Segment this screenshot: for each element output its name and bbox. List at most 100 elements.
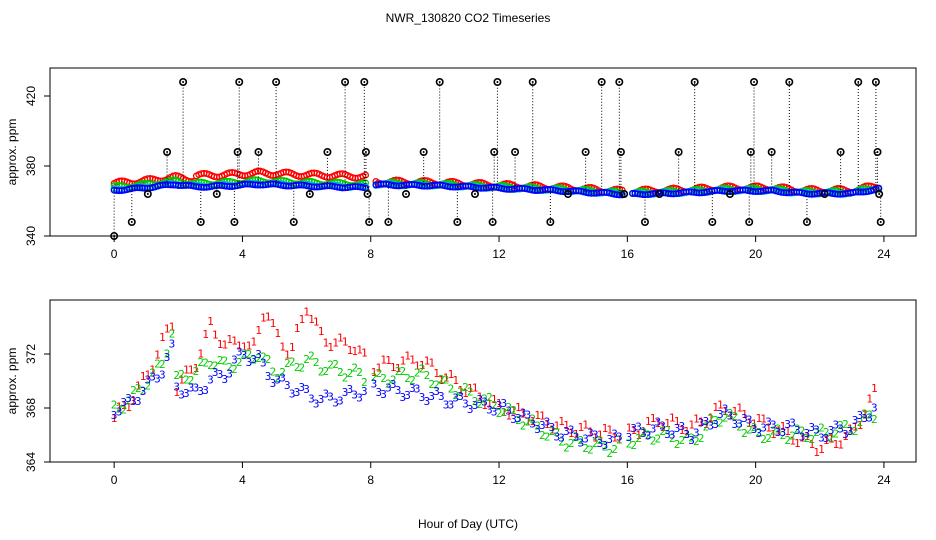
bottom-series-2-point: 2 (361, 376, 368, 389)
bottom-series-3-point: 3 (534, 423, 541, 436)
bottom-series-2-point: 2 (351, 362, 358, 375)
bottom-series-3-point: 3 (818, 431, 825, 444)
bottom-series-3-point: 3 (847, 425, 854, 438)
bottom-series-3-point: 3 (529, 418, 536, 431)
top-spike-point (854, 78, 863, 87)
bottom-series-2-point: 2 (226, 361, 233, 374)
bottom-series-2-point: 2 (491, 399, 498, 412)
bottom-series-3-point: 3 (544, 415, 551, 428)
bottom-series-1-point: 1 (602, 422, 609, 435)
top-y-axis-label: approx. ppm (5, 119, 19, 186)
top-spike-point (212, 190, 221, 199)
bottom-series-3-point: 3 (813, 423, 820, 436)
bottom-series-2-point: 2 (250, 354, 257, 367)
top-spike-dot (166, 151, 169, 153)
top-spike-dot (874, 81, 877, 83)
bottom-series-1-point: 1 (130, 394, 137, 407)
bottom-series-3-point: 3 (717, 408, 724, 421)
bottom-series-2-point: 2 (472, 395, 479, 408)
bottom-series-3-point: 3 (260, 356, 267, 369)
top-spike-point (616, 148, 625, 157)
bottom-series-3-point: 3 (327, 391, 334, 404)
bottom-series-2-point: 2 (347, 367, 354, 380)
top-x-tick-label: 12 (492, 247, 506, 261)
bottom-series-2-point: 2 (448, 382, 455, 395)
bottom-series-2-point: 2 (674, 438, 681, 451)
bottom-series-1-point: 1 (861, 409, 868, 422)
bottom-series-2-point: 2 (135, 382, 142, 395)
bottom-series-2-point: 2 (308, 350, 315, 363)
bottom-series-2-point: 2 (399, 365, 406, 378)
bottom-series-2-point: 2 (669, 432, 676, 445)
top-spike-dot (496, 81, 499, 83)
top-spike-dot (326, 151, 329, 153)
top-spike-point (143, 190, 152, 199)
bottom-series-2-point: 2 (419, 363, 426, 376)
bottom-series-1-point: 1 (597, 429, 604, 442)
bottom-series-3-point: 3 (602, 439, 609, 452)
bottom-series-1-point: 1 (866, 392, 873, 405)
top-spike-dot (677, 151, 680, 153)
bottom-series-2-point: 2 (428, 378, 435, 391)
bottom-series-3-point: 3 (866, 411, 873, 424)
bottom-series-2-point: 2 (173, 369, 180, 382)
bottom-series-2-point: 2 (337, 366, 344, 379)
top-spike-dot (711, 221, 714, 223)
bottom-series-2-point: 2 (390, 373, 397, 386)
bottom-series-3-point: 3 (606, 433, 613, 446)
top-spike-point (820, 190, 829, 199)
bottom-series-2-point: 2 (505, 401, 512, 414)
bottom-series-3-point: 3 (852, 414, 859, 427)
bottom-series-2-point: 2 (857, 416, 864, 429)
top-y-tick-label: 340 (24, 226, 38, 246)
bottom-series-3-point: 3 (832, 419, 839, 432)
bottom-series-2-point: 2 (650, 435, 657, 448)
top-spike-dot (566, 193, 569, 195)
top-spike-point (233, 148, 242, 157)
bottom-series-1-point: 1 (356, 343, 363, 356)
bottom-series-1-point: 1 (765, 422, 772, 435)
bottom-series-3-point: 3 (169, 338, 176, 351)
bottom-series-2-point: 2 (712, 414, 719, 427)
bottom-series-2-point: 2 (654, 432, 661, 445)
bottom-series-3-point: 3 (409, 382, 416, 395)
bottom-series-3-point: 3 (693, 427, 700, 440)
bottom-series-3-point: 3 (626, 431, 633, 444)
bottom-plot-frame (49, 299, 917, 463)
top-spike-dot (368, 221, 371, 223)
bottom-series-2-point: 2 (582, 442, 589, 455)
bottom-series-3-point: 3 (154, 373, 161, 386)
bottom-series-3-point: 3 (500, 397, 507, 410)
bottom-series-3-point: 3 (424, 395, 431, 408)
bottom-series-3-point: 3 (159, 368, 166, 381)
top-spike-dot (749, 151, 752, 153)
top-spike-dot (584, 151, 587, 153)
bottom-series-1-point: 1 (659, 421, 666, 434)
top-spike-dot (344, 81, 347, 83)
bottom-series-2-point: 2 (520, 419, 527, 432)
bottom-series-1-point: 1 (298, 313, 305, 326)
bottom-series-1-point: 1 (823, 434, 830, 447)
bottom-series-2-point: 2 (332, 358, 339, 371)
bottom-series-3-point: 3 (250, 353, 257, 366)
bottom-series-1-point: 1 (173, 386, 180, 399)
bottom-series-1-point: 1 (741, 408, 748, 421)
top-spike-point (873, 148, 882, 157)
bottom-series-1-point: 1 (197, 348, 204, 361)
bottom-series-2-point: 2 (327, 358, 334, 371)
top-spike-dot (788, 81, 791, 83)
bottom-series-1-point: 1 (255, 324, 262, 337)
bottom-series-1-point: 1 (481, 399, 488, 412)
bottom-series-1-point: 1 (731, 405, 738, 418)
bottom-series-1-point: 1 (452, 374, 459, 387)
top-spike-point (750, 78, 759, 87)
top-spike-dot (363, 81, 366, 83)
top-panel: approx. ppm 0 4 8 12 16 20 24 340 380 420 (5, 67, 917, 261)
bottom-series-3-point: 3 (173, 381, 180, 394)
bottom-series-3-point: 3 (674, 422, 681, 435)
bottom-series-3-point: 3 (231, 354, 238, 367)
bottom-series-2-point: 2 (842, 418, 849, 431)
bottom-series-1-point: 1 (852, 421, 859, 434)
bottom-series-2-point: 2 (529, 413, 536, 426)
bottom-series-2-point: 2 (832, 428, 839, 441)
